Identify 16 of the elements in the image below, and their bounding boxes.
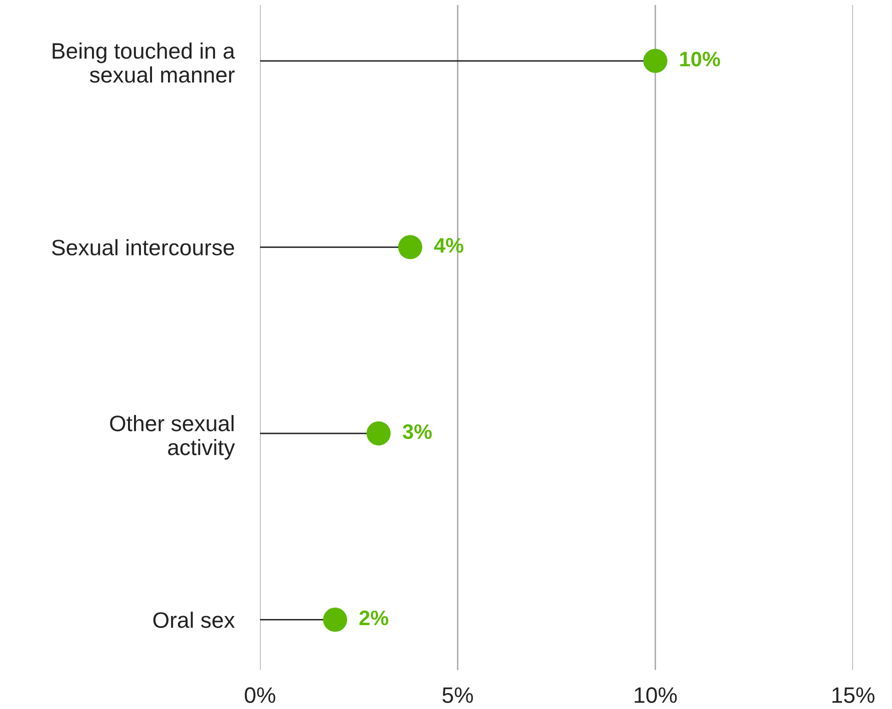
y-tick-label: Other sexual activity <box>110 415 235 460</box>
x-tick-label: 5% <box>442 687 473 703</box>
x-tick-label: 0% <box>244 687 276 703</box>
point <box>366 421 391 446</box>
data-label: 3% <box>402 424 432 440</box>
data-label: 10% <box>680 52 720 66</box>
point <box>643 48 668 73</box>
y-tick-label: Oral sex <box>153 612 235 628</box>
data-label: 4% <box>434 238 464 253</box>
y-tick-label: Sexual intercourse <box>52 239 234 256</box>
y-tick-label: Being touched in a sexual manner <box>52 42 236 83</box>
x-tick-label: 10% <box>634 687 677 703</box>
x-tick-label: 15% <box>832 687 874 703</box>
data-label: 2% <box>359 610 388 626</box>
point <box>398 235 422 260</box>
point <box>323 608 348 632</box>
